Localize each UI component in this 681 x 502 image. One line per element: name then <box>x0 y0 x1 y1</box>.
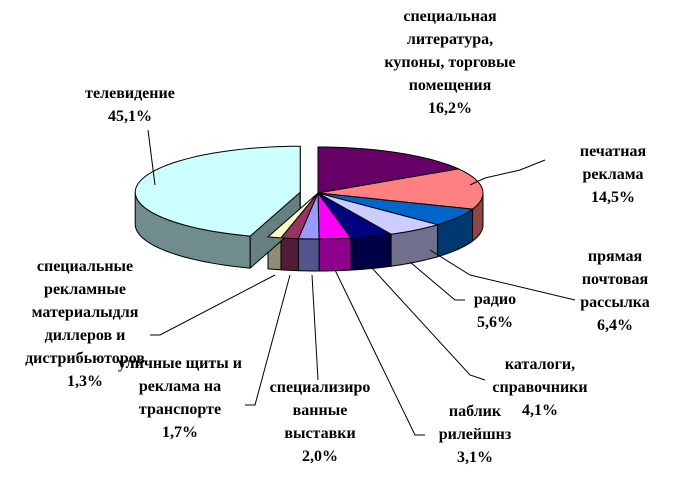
category-label: специализированные выставки <box>269 379 371 442</box>
leader-line <box>245 274 291 406</box>
data-label: радио 5,6% <box>455 288 535 334</box>
category-label: телевидение <box>85 85 175 102</box>
leader-line <box>334 269 425 436</box>
value-label: 2,0% <box>302 448 338 465</box>
leader-line <box>150 274 276 336</box>
leader-lines <box>147 129 576 436</box>
slice-tops <box>134 145 484 240</box>
slice-side <box>297 238 320 272</box>
slice-side <box>318 237 352 272</box>
slice-side <box>350 233 392 271</box>
slice <box>266 192 319 239</box>
data-label: специальные рекламные материалыдля дилле… <box>15 255 155 393</box>
leader-line <box>409 261 465 301</box>
leader-line <box>469 159 546 186</box>
data-label: печатная реклама 14,5% <box>558 140 668 209</box>
data-label: прямая почтовая рассылка 6,4% <box>565 245 665 337</box>
value-label: 1,7% <box>162 424 198 441</box>
category-label: специальные рекламные материалыдля дилле… <box>25 258 145 367</box>
category-label: паблик рилейшнз <box>438 403 512 443</box>
data-label: паблик рилейшнз 3,1% <box>425 400 525 469</box>
value-label: 4,1% <box>522 402 558 419</box>
value-label: 14,5% <box>591 189 635 206</box>
value-label: 45,1% <box>108 108 152 125</box>
leader-line <box>371 267 486 381</box>
value-label: 16,2% <box>428 100 472 117</box>
data-label: специальная литература, купоны, торговые… <box>383 5 518 120</box>
data-label: телевидение 45,1% <box>70 82 190 128</box>
slice <box>317 192 440 235</box>
category-label: печатная реклама <box>579 143 647 183</box>
slice <box>317 192 393 239</box>
category-label: радио <box>473 291 517 308</box>
slice <box>317 192 474 226</box>
value-label: 5,6% <box>477 314 513 331</box>
value-label: 3,1% <box>457 449 493 466</box>
data-label: специализированные выставки 2,0% <box>267 376 373 468</box>
leader-line <box>429 249 576 301</box>
category-label: прямая почтовая рассылка <box>580 248 650 311</box>
category-label: каталоги, справочники <box>492 356 588 396</box>
category-label: специальная литература, купоны, торговые… <box>384 8 516 94</box>
category-label: уличные щиты и реклама на транспорте <box>118 355 242 418</box>
leader-line <box>311 274 319 381</box>
slice <box>134 145 301 237</box>
slice <box>317 168 484 210</box>
data-label: каталоги, справочники 4,1% <box>470 353 610 422</box>
data-label: уличные щиты и реклама на транспорте 1,7% <box>115 352 245 444</box>
value-label: 6,4% <box>597 317 633 334</box>
value-label: 1,3% <box>67 373 103 390</box>
leader-line <box>147 129 156 186</box>
slice-side <box>280 237 299 272</box>
slice <box>317 146 461 194</box>
